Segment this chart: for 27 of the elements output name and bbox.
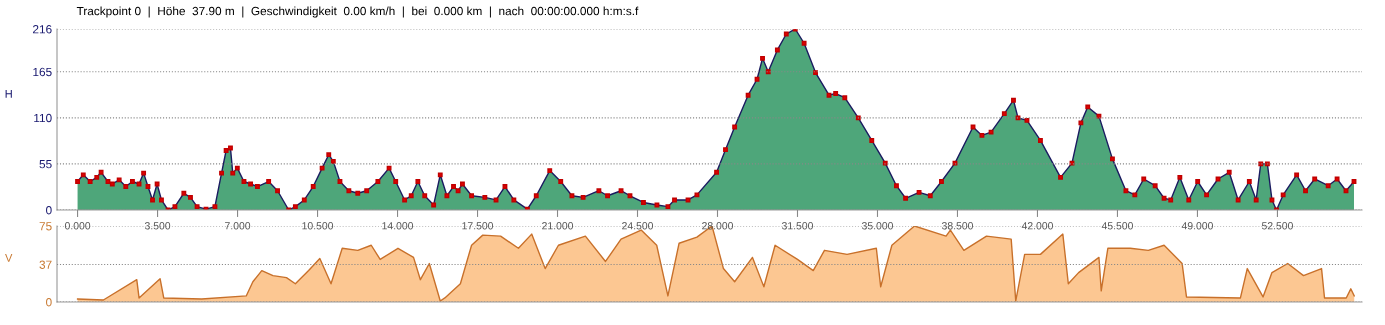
y-tick-label: 0 xyxy=(46,206,52,215)
x-tick-label: 31.500 xyxy=(781,222,814,230)
x-tick-label: 52.500 xyxy=(1261,222,1293,230)
y-tick-label: 55 xyxy=(39,160,52,169)
x-tick-label: 17.500 xyxy=(462,222,494,230)
y-tick-label: 110 xyxy=(34,113,52,123)
x-tick-label: 14.000 xyxy=(382,222,414,230)
y-tick-label: 216 xyxy=(33,25,52,34)
y-tick-label: 37 xyxy=(39,260,52,269)
x-tick-label: 28.000 xyxy=(702,222,734,230)
x-tick-label: 0.000 xyxy=(64,222,91,230)
x-tick-label: 49.000 xyxy=(1181,222,1213,230)
chart-title: Trackpoint 0 | Höhe 37.90 m | Geschwindigkeit 0.00 km/h | bei 0.000 km | nach 00:00:00.000 h:m:s.f xyxy=(76,6,639,18)
x-tick-label: 35.000 xyxy=(861,222,894,230)
x-tick-label: 42.000 xyxy=(1021,222,1053,230)
x-tick-label: 45.500 xyxy=(1101,222,1133,230)
y-tick-label: 0 xyxy=(46,298,52,307)
x-tick-label: 21.000 xyxy=(542,222,574,230)
y-tick-label: 165 xyxy=(33,67,52,77)
x-tick-label: 3.500 xyxy=(144,222,171,230)
y-axis-title: H xyxy=(5,90,12,98)
x-tick-label: 7.000 xyxy=(225,222,251,230)
y-tick-label: 75 xyxy=(39,222,52,231)
y-axis-title: V xyxy=(5,254,13,262)
x-tick-label: 10.500 xyxy=(302,222,334,230)
x-tick-label: 24.500 xyxy=(622,222,654,230)
x-tick-label: 38.500 xyxy=(941,222,973,230)
